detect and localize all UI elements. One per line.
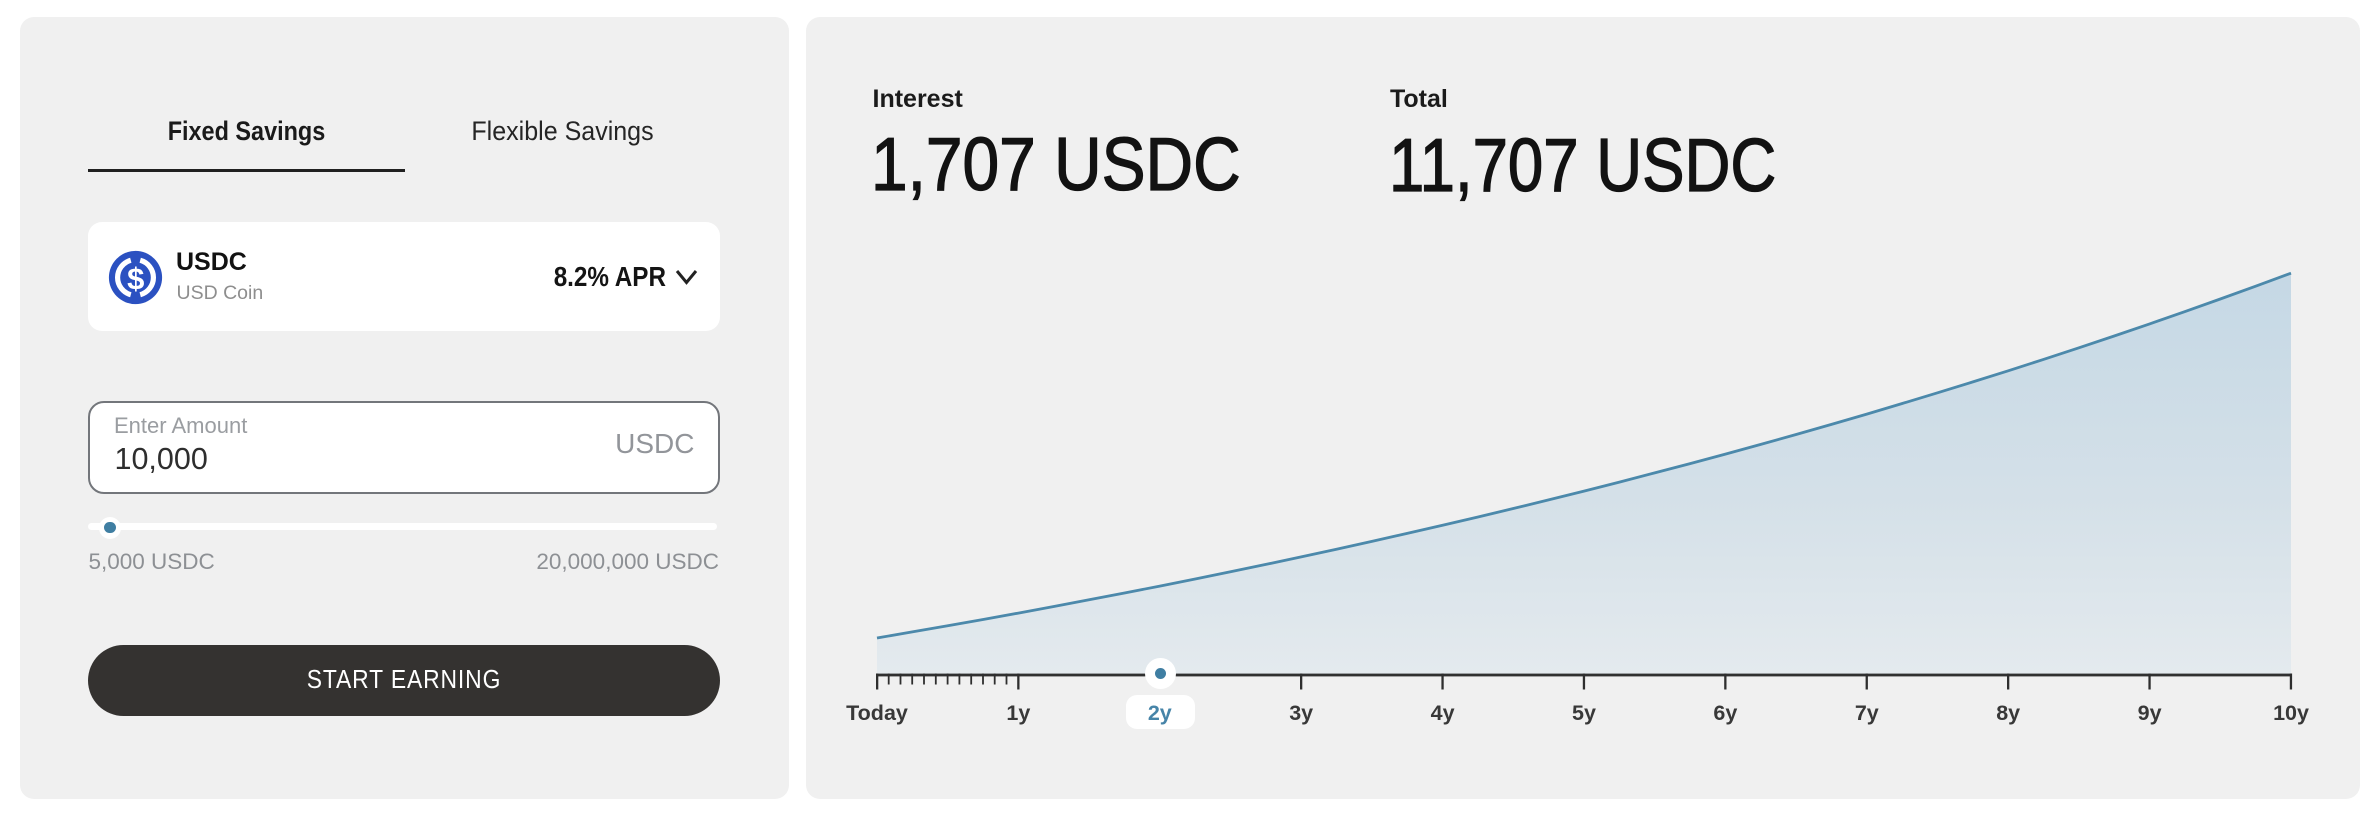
svg-text:$: $ <box>127 261 144 296</box>
